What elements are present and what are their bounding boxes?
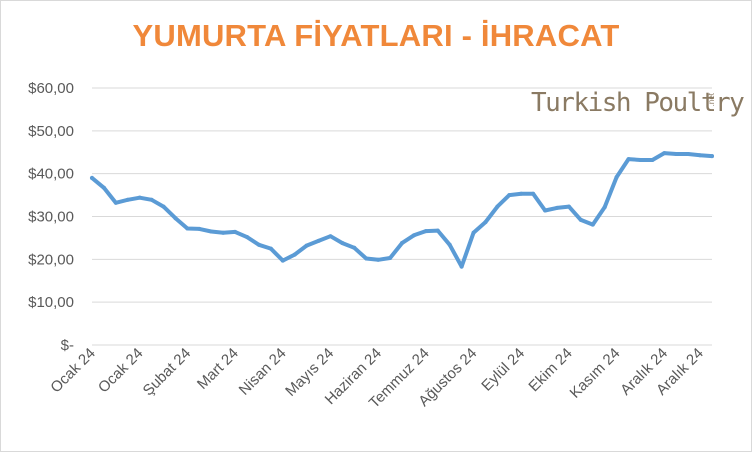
data-point [590,222,595,227]
data-point [519,191,524,196]
gridlines [92,87,712,346]
x-tick-label: Mart 24 [194,345,242,393]
data-point [650,157,655,162]
data-point [268,246,273,251]
chart-title: YUMURTA FİYATLARI - İHRACAT [132,18,620,53]
data-point [101,185,106,190]
data-point [292,252,297,257]
y-tick-label: $40,00 [28,166,74,183]
data-point [125,197,130,202]
y-tick-label: $30,00 [28,209,74,226]
data-point [197,226,202,231]
x-tick-label: Kasım 24 [567,345,624,402]
data-point [483,220,488,225]
data-point [435,228,440,233]
data-point [328,234,333,239]
data-point [710,154,714,159]
data-point [495,204,500,209]
data-point [316,238,321,243]
data-point [137,195,142,200]
y-tick-label: $50,00 [28,123,74,140]
data-point [411,233,416,238]
x-tick-label: Şubat 24 [140,345,194,399]
data-point [113,200,118,205]
x-tick-label: Eylül 24 [478,345,528,395]
data-point [531,191,536,196]
data-point [221,230,226,235]
data-point [161,204,166,209]
turkish-poultry-logo: Turkish Poultry .net [531,88,745,122]
data-point [245,235,249,240]
y-axis-ticks: $- $10,00 $20,00 $30,00 $40,00 $50,00 $60,00 [28,80,74,354]
data-point [423,229,428,234]
data-point [686,151,691,156]
data-point [614,175,619,180]
data-point [471,230,476,235]
data-point [90,175,94,180]
data-point [674,151,679,156]
data-point [543,208,548,213]
data-point [447,242,452,247]
series-line [90,151,714,269]
data-point [626,157,631,162]
x-tick-label: Nisan 24 [236,345,290,399]
data-point [507,193,512,198]
series-layer [90,151,714,269]
y-tick-label: $10,00 [28,294,74,311]
data-point [340,241,345,246]
y-tick-label: $- [61,337,74,354]
data-point [304,243,309,248]
data-point [376,257,381,262]
data-point [209,229,214,234]
data-point [662,151,667,156]
x-tick-label: Ocak 24 [95,345,147,397]
data-point [400,241,404,246]
data-point [256,242,261,247]
data-point [149,197,154,202]
data-point [698,153,703,158]
data-point [388,256,393,261]
data-point [352,245,357,250]
data-point [364,256,369,261]
data-point [185,226,190,231]
data-point [602,205,607,210]
data-point [280,258,285,263]
data-point [638,157,643,162]
data-point [566,204,571,209]
data-point [233,229,238,234]
data-point [578,217,583,222]
y-tick-label: $60,00 [28,80,74,97]
data-point [555,205,559,210]
data-point [173,216,178,221]
y-tick-label: $20,00 [28,251,74,268]
logo-text: Turkish Poultry [531,88,745,118]
data-point [459,264,464,269]
